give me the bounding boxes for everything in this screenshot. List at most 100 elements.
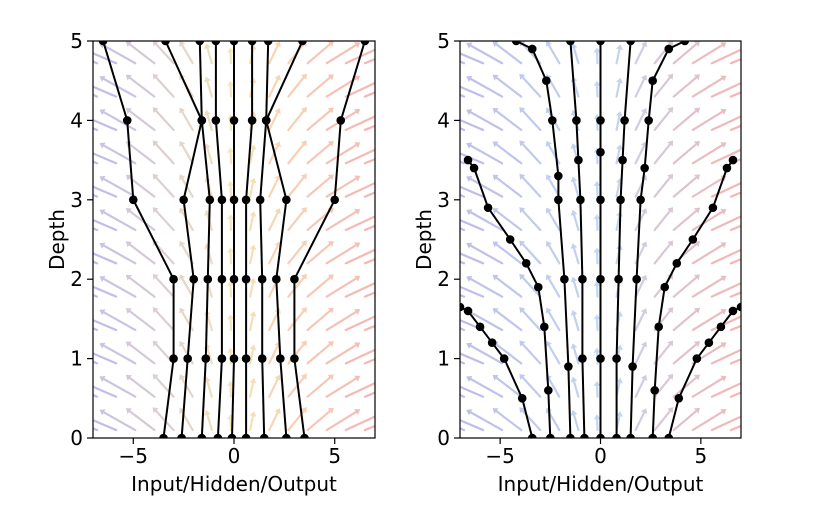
data-point [197, 433, 207, 438]
field-arrow [469, 377, 504, 398]
field-arrow-head [466, 109, 473, 116]
data-point [560, 274, 569, 284]
data-point [336, 116, 346, 125]
field-arrow-head [593, 347, 601, 353]
field-arrow [287, 143, 305, 165]
field-arrow-head [354, 142, 361, 149]
data-point [201, 354, 211, 363]
field-arrow-head [125, 308, 132, 314]
field-arrow [634, 144, 646, 165]
field-arrow-head [99, 309, 106, 316]
field-arrow [460, 52, 485, 65]
data-point [460, 302, 465, 312]
field-arrow-head [54, 144, 60, 150]
field-arrow-head [519, 273, 526, 280]
field-arrow-head [769, 211, 775, 217]
field-arrow [547, 410, 561, 432]
field-arrow-head [380, 43, 386, 49]
data-point [654, 322, 664, 332]
field-arrow-head [640, 41, 648, 48]
field-arrow-head [667, 41, 674, 47]
field-arrow [460, 393, 466, 398]
field-arrow-head [640, 408, 648, 415]
field-arrow-head [545, 307, 552, 314]
field-arrow [495, 210, 523, 232]
series-line [102, 41, 175, 438]
field-arrow-head [693, 74, 701, 81]
field-arrow-head [667, 107, 674, 114]
field-arrow-head [720, 75, 727, 82]
field-arrow [128, 210, 156, 232]
field-arrow-head [616, 144, 623, 151]
field-arrow-head [746, 43, 752, 49]
series-line [214, 41, 223, 438]
field-arrow-head [99, 342, 106, 349]
field-arrow-head [640, 341, 648, 348]
field-arrow-head [421, 177, 427, 183]
data-point [692, 354, 702, 363]
field-arrow [128, 109, 156, 132]
field-arrow-head [274, 174, 281, 181]
field-arrow [344, 181, 375, 198]
field-arrow [729, 424, 741, 432]
field-arrow [154, 209, 175, 232]
field-arrow [181, 44, 194, 65]
field-arrow-head [519, 407, 526, 414]
field-arrow-head [354, 208, 361, 215]
field-arrow [469, 277, 504, 298]
data-point [636, 195, 645, 205]
series-line [293, 41, 366, 438]
field-arrow-head [327, 274, 334, 281]
field-arrow-head [466, 75, 473, 82]
data-point [241, 354, 251, 363]
field-arrow [93, 185, 118, 198]
field-arrow-head [640, 308, 648, 315]
field-arrow-head [125, 274, 132, 281]
data-point [330, 195, 340, 205]
field-arrow-head [179, 407, 186, 414]
data-point [596, 274, 605, 284]
field-arrow-head [249, 377, 257, 384]
data-point [247, 116, 257, 125]
field-arrow [325, 377, 358, 398]
field-arrow [344, 315, 375, 332]
field-arrow [306, 43, 332, 65]
field-arrow-head [179, 41, 186, 47]
field-arrow [181, 110, 194, 132]
data-point [290, 354, 299, 363]
field-arrow [495, 176, 523, 198]
field-arrow-head [667, 240, 674, 247]
field-arrow-head [380, 377, 386, 383]
field-arrow-head [380, 177, 386, 183]
field-arrow [653, 76, 672, 98]
data-point [614, 274, 623, 284]
field-arrow-head [152, 140, 159, 147]
field-arrow [572, 246, 580, 265]
data-point [616, 195, 625, 205]
field-arrow-head [354, 275, 361, 282]
y-axis-label: Depth [412, 209, 436, 270]
field-arrow [615, 181, 621, 198]
data-point [554, 195, 563, 205]
field-arrow [181, 177, 194, 198]
data-point [722, 163, 732, 173]
y-axis-label: Depth [45, 209, 69, 270]
field-arrow-head [227, 247, 235, 253]
data-point [517, 394, 527, 403]
field-arrow-head [570, 276, 578, 283]
field-arrow [306, 309, 332, 332]
field-arrow-head [152, 173, 159, 180]
data-point [578, 274, 587, 284]
field-arrow-head [570, 343, 578, 350]
field-arrow [268, 378, 279, 398]
field-arrow-head [466, 209, 473, 216]
field-arrow [287, 109, 305, 132]
field-arrow-head [380, 344, 386, 350]
field-arrow [460, 152, 485, 165]
field-arrow [691, 244, 724, 265]
field-arrow [306, 143, 332, 165]
field-arrow [93, 93, 99, 98]
field-arrow-head [125, 108, 132, 114]
field-arrow-head [570, 109, 578, 116]
series-line [629, 41, 686, 438]
